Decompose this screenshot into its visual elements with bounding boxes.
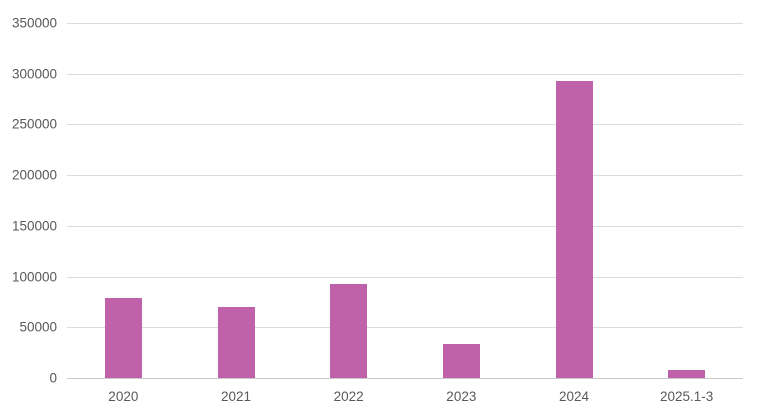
- x-tick-label-2020: 2020: [108, 389, 139, 404]
- x-tick-label-2025.1-3: 2025.1-3: [660, 389, 714, 404]
- gridline: [67, 175, 743, 177]
- bar-2025.1-3: [668, 370, 706, 378]
- y-tick-label: 150000: [11, 218, 57, 234]
- gridline: [67, 73, 743, 75]
- y-tick-label: 100000: [11, 268, 57, 284]
- bar-2023: [442, 344, 480, 378]
- gridline: [67, 327, 743, 329]
- x-tick-label-2024: 2024: [558, 389, 590, 404]
- gridline: [67, 23, 743, 24]
- y-tick-label: 300000: [11, 65, 57, 81]
- x-axis-line: [67, 378, 743, 379]
- x-tick-label-2023: 2023: [446, 389, 477, 404]
- bar-2024: [555, 81, 593, 378]
- bar-2022: [330, 284, 368, 378]
- x-tick-label-2022: 2022: [333, 389, 364, 404]
- y-tick-label: 250000: [11, 116, 57, 132]
- y-tick-label: 350000: [11, 15, 57, 31]
- gridline: [67, 276, 743, 278]
- y-tick-label: 0: [49, 370, 57, 386]
- bar-2020: [104, 298, 142, 378]
- gridline: [67, 124, 743, 126]
- y-tick-label: 200000: [11, 167, 57, 183]
- x-tick-label-2021: 2021: [220, 389, 252, 404]
- gridline: [67, 225, 743, 227]
- bar-2021: [217, 307, 255, 378]
- y-tick-label: 50000: [19, 319, 57, 335]
